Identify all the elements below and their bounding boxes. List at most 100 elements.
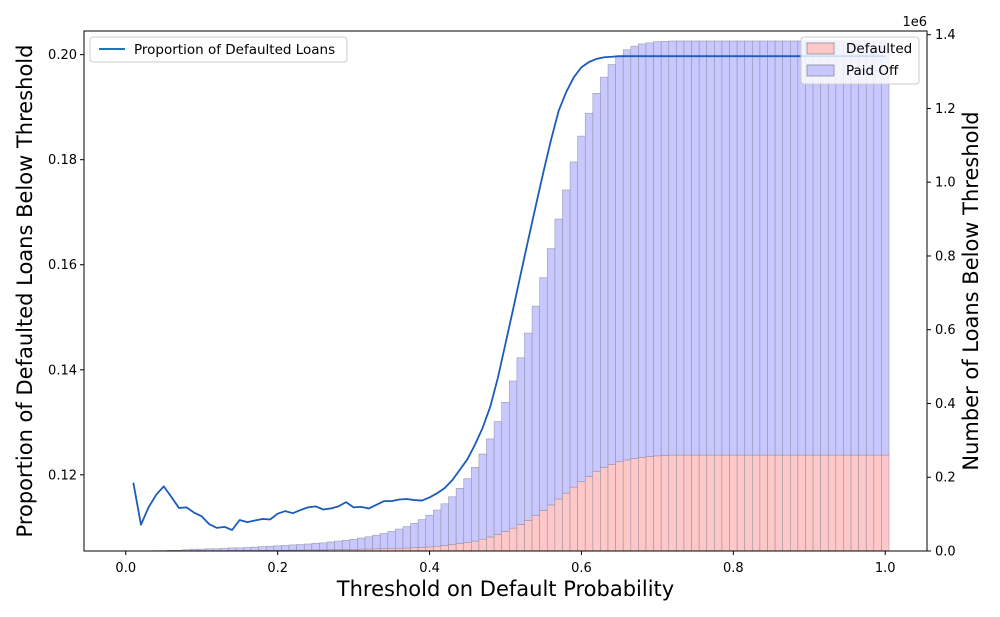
bar-paid-off — [440, 503, 449, 546]
legend-group: Proportion of Defaulted Loans Defaulted Pa… — [89, 36, 920, 85]
bar-paid-off — [486, 438, 495, 538]
bar-paid-off — [600, 76, 609, 468]
bar-paid-off — [326, 541, 335, 551]
bar-defaulted — [455, 543, 465, 552]
bar-paid-off — [501, 402, 510, 532]
bar-paid-off — [698, 40, 708, 456]
y-right-tick-label: 0.4 — [935, 397, 956, 412]
y-right-tick-label: 0.2 — [935, 471, 956, 486]
bar-defaulted — [752, 454, 761, 552]
bar-paid-off — [569, 161, 578, 488]
bar-paid-off — [190, 548, 199, 551]
x-tick-label: 0.8 — [723, 561, 744, 576]
axes-group: 0.0 0.2 0.4 0.6 0.8 1.0 0.12 0.14 0.16 0.18 0.20 0.… — [13, 15, 983, 601]
bar-paid-off — [736, 40, 746, 456]
bar-defaulted — [714, 454, 723, 552]
y-right-offset-label: 1e6 — [902, 15, 927, 30]
x-tick-label: 0.4 — [419, 561, 440, 576]
bar-paid-off — [364, 536, 373, 550]
bar-paid-off — [410, 523, 419, 548]
bar-defaulted — [812, 454, 821, 552]
bar-paid-off — [660, 41, 670, 456]
bar-paid-off — [668, 40, 677, 456]
bar-defaulted — [562, 492, 571, 552]
bar-defaulted — [782, 454, 791, 552]
bar-paid-off — [508, 380, 518, 529]
bar-paid-off — [288, 544, 297, 551]
bar-defaulted — [881, 454, 890, 552]
bar-defaulted — [653, 455, 662, 552]
bar-paid-off — [562, 189, 571, 494]
bar-paid-off — [197, 548, 206, 551]
y-right-tick-label: 1.4 — [935, 28, 956, 43]
bar-paid-off — [334, 540, 343, 550]
bar-paid-off — [592, 93, 601, 473]
bar-defaulted — [668, 454, 677, 552]
bar-defaulted — [577, 481, 586, 552]
bar-paid-off — [205, 548, 214, 551]
bar-paid-off — [493, 421, 503, 535]
bar-paid-off — [463, 478, 472, 543]
x-tick-label: 1.0 — [875, 561, 896, 576]
bar-defaulted — [478, 538, 487, 552]
bar-paid-off — [858, 40, 867, 456]
bar-paid-off — [433, 509, 442, 547]
bar-paid-off — [820, 40, 829, 456]
bar-paid-off — [357, 537, 366, 550]
y-left-tick-label: 0.18 — [48, 153, 77, 168]
bar-paid-off — [714, 40, 723, 456]
bar-paid-off — [744, 40, 753, 456]
x-tick-label: 0.6 — [571, 561, 592, 576]
bar-defaulted — [729, 454, 738, 552]
legend-swatch-defaulted — [806, 42, 835, 55]
bar-paid-off — [220, 548, 229, 551]
y-right-axis-label: Number of Loans Below Threshold — [959, 111, 983, 470]
bar-paid-off — [805, 40, 814, 456]
bar-defaulted — [425, 546, 434, 552]
bar-defaulted — [660, 455, 670, 552]
bar-paid-off — [516, 357, 525, 525]
bar-paid-off — [577, 135, 586, 482]
bar-group — [152, 40, 890, 552]
line-group — [132, 55, 886, 531]
y-right-tick-label: 1.0 — [935, 176, 956, 191]
bar-paid-off — [296, 544, 305, 551]
bar-defaulted — [736, 454, 746, 552]
bar-defaulted — [645, 456, 654, 552]
bar-defaulted — [531, 515, 540, 552]
bar-paid-off — [789, 40, 799, 456]
bar-paid-off — [425, 514, 434, 548]
bar-paid-off — [379, 533, 389, 549]
bar-paid-off — [843, 40, 852, 456]
y-left-tick-label: 0.20 — [48, 48, 77, 63]
bar-defaulted — [691, 454, 700, 552]
y-left-axis-label: Proportion of Defaulted Loans Below Thre… — [13, 45, 37, 538]
bar-paid-off — [873, 40, 882, 456]
bar-defaulted — [433, 545, 442, 552]
bar-defaulted — [706, 454, 715, 552]
bar-defaulted — [827, 454, 837, 552]
series-line-proportion — [132, 55, 886, 531]
bar-defaulted — [501, 531, 510, 552]
bar-paid-off — [835, 40, 844, 456]
bar-paid-off — [683, 40, 692, 456]
bar-defaulted — [508, 527, 518, 552]
bar-paid-off — [653, 41, 662, 457]
bar-paid-off — [554, 218, 563, 500]
bar-paid-off — [607, 64, 616, 465]
bar-paid-off — [372, 534, 381, 550]
bar-defaulted — [592, 471, 601, 552]
bar-defaulted — [615, 461, 624, 552]
bar-defaulted — [486, 536, 495, 552]
bar-paid-off — [250, 546, 259, 551]
bar-paid-off — [531, 305, 540, 516]
bar-paid-off — [478, 453, 487, 540]
bar-defaulted — [858, 454, 867, 552]
bar-defaulted — [554, 498, 563, 552]
bar-paid-off — [615, 55, 624, 463]
legend-box-line — [89, 36, 348, 63]
y-right-tick-label: 0.6 — [935, 323, 956, 338]
bar-paid-off — [546, 248, 556, 506]
bar-paid-off — [448, 496, 457, 546]
